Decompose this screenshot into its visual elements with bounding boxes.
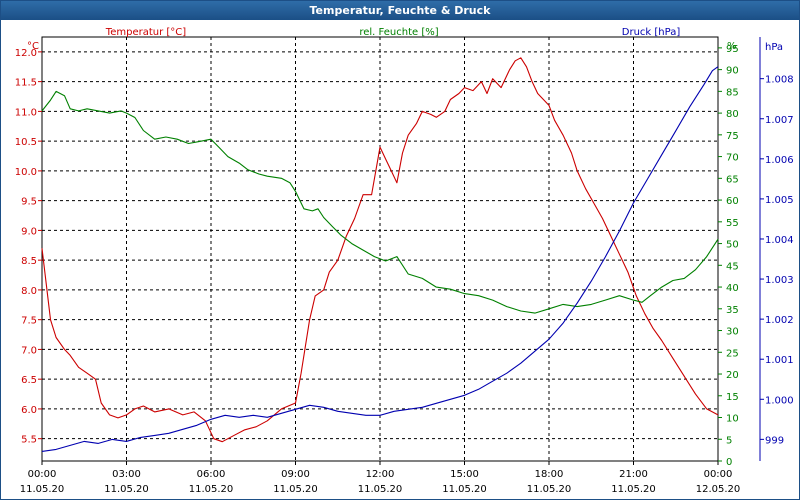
x-tick-date: 11.05.20 <box>358 484 403 495</box>
x-tick-time: 00:00 <box>28 469 57 480</box>
pressure-tick-label: 1.008 <box>765 75 794 86</box>
x-tick-date: 11.05.20 <box>611 484 656 495</box>
x-tick-time: 09:00 <box>281 469 310 480</box>
humidity-tick-label: 90 <box>726 66 739 77</box>
x-tick-time: 12:00 <box>366 469 395 480</box>
temperature-tick-label: 10.0 <box>15 167 37 178</box>
pressure-tick-label: 1.002 <box>765 315 794 326</box>
humidity-tick-label: 10 <box>726 414 739 425</box>
humidity-tick-label: 80 <box>726 109 739 120</box>
temperature-tick-label: 8.0 <box>21 286 37 297</box>
temperature-tick-label: 9.0 <box>21 226 37 237</box>
grid-layer <box>42 37 718 461</box>
x-tick-time: 18:00 <box>535 469 564 480</box>
temperature-tick-label: 11.5 <box>15 78 37 89</box>
temperature-tick-label: 11.0 <box>15 107 37 118</box>
x-tick-date: 11.05.20 <box>20 484 65 495</box>
temperature-tick-label: 6.5 <box>21 375 37 386</box>
x-tick-time: 03:00 <box>112 469 141 480</box>
humidity-tick-label: 20 <box>726 370 739 381</box>
humidity-tick-label: 50 <box>726 240 739 251</box>
humidity-tick-label: 45 <box>726 261 739 272</box>
x-tick-time: 21:00 <box>619 469 648 480</box>
series-line-humidity <box>41 90 719 314</box>
x-tick-date: 11.05.20 <box>527 484 572 495</box>
legend-humidity: rel. Feuchte [%] <box>359 27 438 38</box>
humidity-tick-label: 70 <box>726 153 739 164</box>
temperature-tick-label: 12.0 <box>15 48 37 59</box>
x-tick-time: 00:00 <box>704 469 733 480</box>
humidity-tick-label: 75 <box>726 131 739 142</box>
humidity-tick-label: 85 <box>726 87 739 98</box>
pressure-tick-label: 1.007 <box>765 115 794 126</box>
humidity-tick-label: 5 <box>726 435 732 446</box>
pressure-tick-label: 1.005 <box>765 195 794 206</box>
humidity-tick-label: 55 <box>726 218 739 229</box>
series-layer <box>41 57 719 452</box>
pressure-tick-label: 1.000 <box>765 395 794 406</box>
pressure-tick-label: 1.006 <box>765 155 794 166</box>
x-tick-date: 11.05.20 <box>189 484 234 495</box>
temperature-tick-label: 10.5 <box>15 137 37 148</box>
humidity-tick-label: 40 <box>726 283 739 294</box>
temperature-tick-label: 5.5 <box>21 435 37 446</box>
series-line-temperature <box>41 57 719 443</box>
temperature-tick-label: 7.0 <box>21 345 37 356</box>
temperature-tick-label: 9.5 <box>21 197 37 208</box>
pressure-tick-label: 1.001 <box>765 355 794 366</box>
humidity-tick-label: 60 <box>726 196 739 207</box>
chart-title: Temperatur, Feuchte & Druck <box>1 1 799 20</box>
temperature-unit-label: °C <box>27 41 39 52</box>
humidity-tick-label: 95 <box>726 44 739 55</box>
temperature-tick-label: 7.5 <box>21 316 37 327</box>
pressure-tick-label: 1.003 <box>765 275 794 286</box>
pressure-unit-label: hPa <box>765 42 783 53</box>
x-tick-time: 06:00 <box>197 469 226 480</box>
pressure-tick-label: 1.004 <box>765 235 794 246</box>
x-tick-date: 12.05.20 <box>696 484 741 495</box>
legend-temperature: Temperatur [°C] <box>105 27 186 38</box>
axis-layer: 00:00 11.05.20 03:00 11.05.20 06:00 11.05.20 0… <box>15 37 794 495</box>
humidity-tick-label: 35 <box>726 305 739 316</box>
humidity-tick-label: 30 <box>726 327 739 338</box>
x-tick-date: 11.05.20 <box>442 484 487 495</box>
temperature-tick-label: 6.0 <box>21 405 37 416</box>
x-tick-date: 11.05.20 <box>104 484 149 495</box>
legend-pressure: Druck [hPa] <box>622 27 681 38</box>
series-line-pressure <box>41 66 719 452</box>
pressure-tick-label: 999 <box>765 435 784 446</box>
x-tick-date: 11.05.20 <box>273 484 318 495</box>
x-tick-time: 15:00 <box>450 469 479 480</box>
temperature-tick-label: 8.5 <box>21 256 37 267</box>
humidity-unit-label: % <box>727 41 737 52</box>
humidity-tick-label: 65 <box>726 174 739 185</box>
humidity-tick-label: 25 <box>726 348 739 359</box>
humidity-tick-label: 15 <box>726 392 739 403</box>
humidity-tick-label: 0 <box>726 457 732 468</box>
